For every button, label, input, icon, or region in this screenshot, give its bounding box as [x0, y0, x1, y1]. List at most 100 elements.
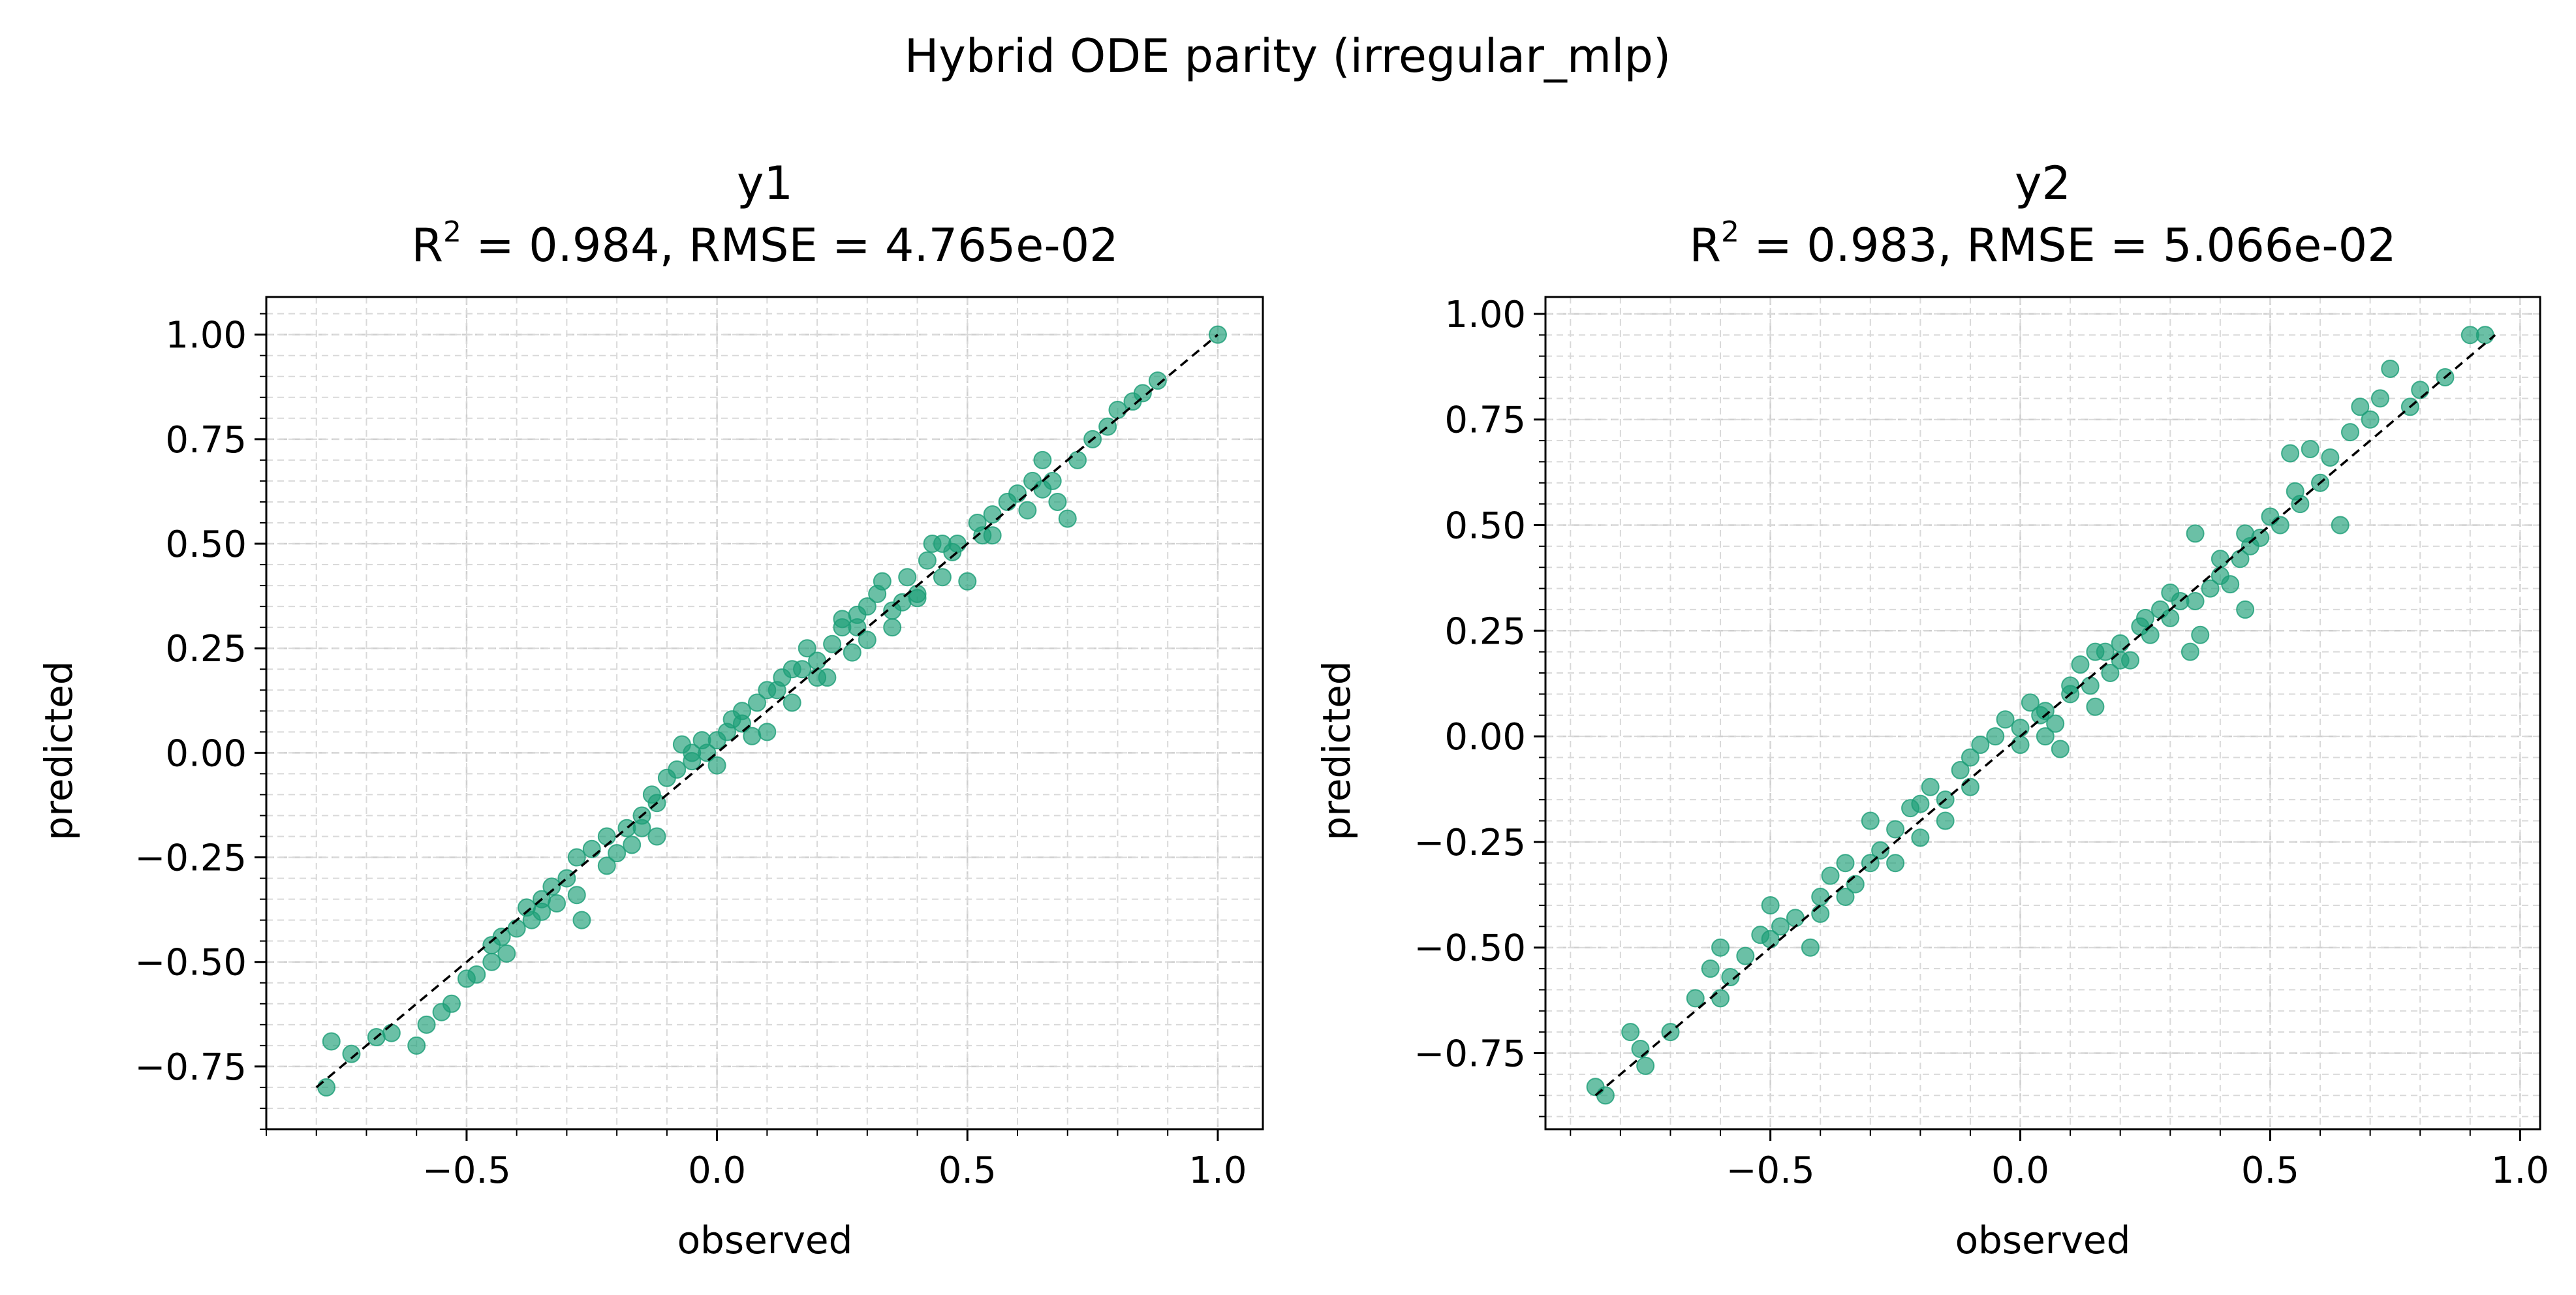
data-point — [1208, 325, 1227, 344]
data-point — [1811, 904, 1830, 923]
data-point — [442, 994, 461, 1013]
data-point — [1996, 710, 2015, 729]
data-point — [1761, 929, 1780, 948]
data-point — [467, 965, 486, 984]
data-point — [2021, 693, 2040, 712]
data-point — [2086, 642, 2105, 661]
data-point — [1711, 938, 1730, 957]
data-point — [1821, 866, 1840, 885]
plot-frame — [1544, 296, 2541, 1131]
data-point — [983, 526, 1002, 545]
data-point — [958, 572, 977, 591]
plot-frame — [265, 296, 1264, 1131]
data-point — [2370, 389, 2389, 408]
data-point — [1871, 841, 1890, 860]
data-point — [2221, 575, 2240, 594]
data-point — [1836, 888, 1855, 907]
y-tick-label: 1.00 — [165, 315, 247, 357]
data-point — [597, 856, 616, 875]
x-tick-label: 0.0 — [1991, 1149, 2049, 1192]
data-point — [417, 1015, 436, 1034]
data-point — [843, 643, 861, 662]
y-tick-label: 0.50 — [1444, 505, 1526, 547]
data-point — [1686, 989, 1705, 1008]
y-tick-label: 0.75 — [1444, 399, 1526, 442]
data-point — [2071, 655, 2090, 674]
figure-suptitle: Hybrid ODE parity (irregular_mlp) — [905, 29, 1671, 83]
data-point — [2411, 381, 2430, 399]
data-point — [2081, 676, 2100, 695]
data-point — [2331, 516, 2350, 535]
data-point — [2186, 524, 2205, 543]
data-point — [833, 610, 852, 629]
data-point — [482, 936, 501, 955]
data-point — [1971, 736, 1990, 755]
data-point — [1811, 888, 1830, 907]
x-tick-label: 1.0 — [1188, 1149, 1247, 1192]
x-axis-label: observed — [1955, 1218, 2131, 1262]
y-tick-label: −0.50 — [134, 942, 247, 984]
data-point — [2340, 423, 2359, 442]
data-point — [632, 819, 651, 837]
data-point — [533, 902, 551, 921]
panel-y2: y2 R2 = 0.983, RMSE = 5.066e-02 observed… — [1314, 157, 2549, 1262]
data-point — [2301, 439, 2320, 458]
data-point — [2271, 516, 2289, 535]
data-point — [758, 723, 777, 741]
data-point — [808, 651, 827, 670]
data-point — [2046, 714, 2065, 733]
data-point — [1836, 854, 1855, 873]
data-point — [783, 660, 801, 679]
identity-line — [315, 334, 1219, 1089]
data-point — [783, 693, 801, 712]
data-point — [1033, 480, 1052, 499]
data-point — [2180, 642, 2199, 661]
data-point — [1961, 748, 1979, 767]
x-axis-label: observed — [677, 1218, 853, 1262]
data-point — [2101, 664, 2120, 683]
data-point — [1936, 811, 1955, 830]
data-point — [2236, 524, 2255, 543]
data-point — [858, 597, 877, 616]
data-point — [758, 681, 777, 700]
data-point — [382, 1023, 401, 1042]
x-tick-label: −0.5 — [1726, 1149, 1815, 1192]
data-point — [747, 693, 766, 712]
data-point — [597, 827, 616, 846]
data-point — [2211, 550, 2229, 569]
panel-title-metrics: R2 = 0.983, RMSE = 5.066e-02 — [1689, 215, 2396, 272]
data-point — [1596, 1086, 1615, 1105]
y-tick-label: −0.25 — [134, 837, 247, 880]
data-point — [2351, 398, 2370, 416]
data-point — [497, 944, 516, 963]
data-point — [1068, 450, 1087, 469]
panel-title-metrics: R2 = 0.984, RMSE = 4.765e-02 — [411, 215, 1118, 272]
data-point — [1886, 854, 1905, 873]
data-point — [908, 584, 927, 603]
data-point — [1701, 960, 1720, 978]
data-point — [2036, 702, 2055, 721]
data-point — [933, 568, 952, 587]
data-point — [1048, 492, 1067, 511]
data-point — [2191, 625, 2210, 644]
data-point — [322, 1032, 341, 1051]
data-point — [548, 894, 566, 913]
data-point — [707, 756, 726, 775]
data-point — [1058, 509, 1077, 528]
data-point — [1711, 989, 1730, 1008]
data-point — [317, 1078, 336, 1097]
data-point — [582, 839, 601, 858]
data-point — [1786, 909, 1805, 928]
data-point — [2286, 482, 2304, 501]
data-point — [2036, 727, 2055, 746]
data-point — [2475, 326, 2494, 345]
data-point — [2201, 579, 2220, 598]
x-tick-label: 0.0 — [688, 1149, 746, 1192]
data-point — [918, 551, 937, 570]
data-point — [1911, 794, 1930, 813]
data-point — [567, 848, 586, 867]
data-point — [2381, 360, 2400, 379]
data-point — [482, 952, 501, 971]
data-point — [2161, 608, 2180, 627]
data-point — [2011, 719, 2030, 738]
